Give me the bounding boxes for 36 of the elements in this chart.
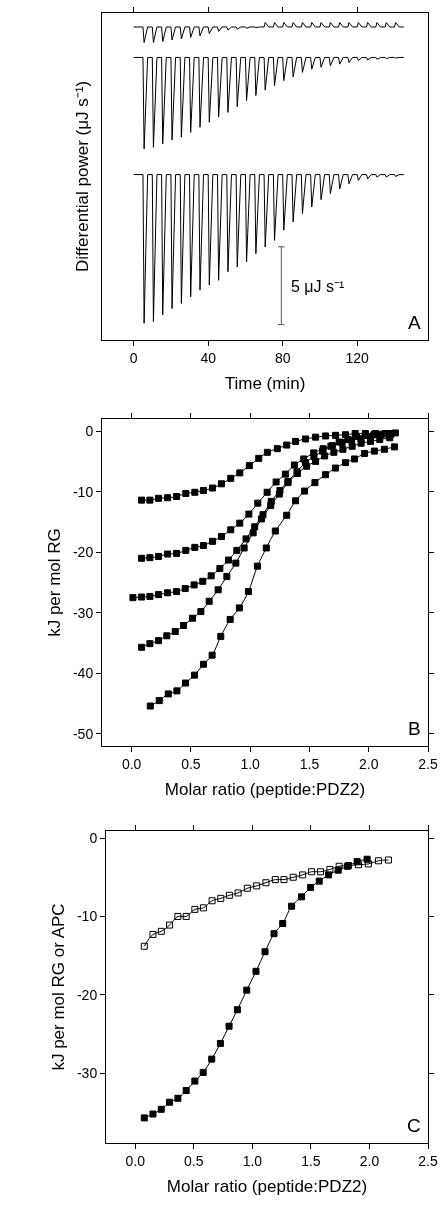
x-tick-label: 2.0 — [359, 755, 379, 772]
x-tick-label: 2.0 — [359, 1152, 380, 1169]
y-tick-label: -30 — [72, 604, 94, 621]
x-tick-label: 2.5 — [418, 1152, 438, 1169]
x-tick-label: 0.5 — [181, 755, 201, 772]
y-axis-title: Differential power (μJ s⁻¹) — [72, 80, 92, 273]
x-axis-title: Molar ratio (peptide:PDZ2) — [166, 1177, 368, 1197]
y-tick-label: -20 — [76, 986, 98, 1003]
y-axis-title: kJ per mol RG or APC — [48, 903, 68, 1071]
annotation: B — [408, 718, 421, 739]
annotation: C — [407, 1115, 421, 1136]
y-tick-label: -30 — [76, 1065, 98, 1082]
y-axis-title: kJ per mol RG — [44, 528, 64, 637]
y-tick-label: 0 — [85, 423, 94, 440]
y-tick-label: -10 — [76, 908, 98, 925]
y-tick-label: -10 — [72, 483, 94, 500]
x-tick-label: 1.0 — [240, 755, 261, 772]
x-tick-label: 0.0 — [121, 755, 142, 772]
x-axis-title: Time (min) — [224, 374, 306, 394]
y-tick-label: -20 — [72, 544, 94, 561]
y-tick-label: -50 — [72, 725, 94, 742]
y-tick-label: -40 — [72, 665, 94, 682]
annotation: A — [408, 312, 421, 333]
y-tick-label: 0 — [89, 829, 98, 846]
x-tick-label: 80 — [274, 349, 291, 366]
x-axis-title: Molar ratio (peptide:PDZ2) — [164, 780, 366, 800]
x-tick-label: 2.5 — [418, 755, 438, 772]
x-tick-label: 1.5 — [299, 755, 320, 772]
x-tick-label: 0 — [129, 349, 138, 366]
x-tick-label: 1.5 — [301, 1152, 321, 1169]
x-tick-label: 1.0 — [242, 1152, 263, 1169]
annotation: 5 μJ s⁻¹ — [291, 278, 345, 295]
x-tick-label: 0.5 — [184, 1152, 204, 1169]
x-tick-label: 40 — [200, 349, 217, 366]
x-tick-label: 0.0 — [125, 1152, 146, 1169]
x-tick-label: 120 — [345, 349, 370, 366]
